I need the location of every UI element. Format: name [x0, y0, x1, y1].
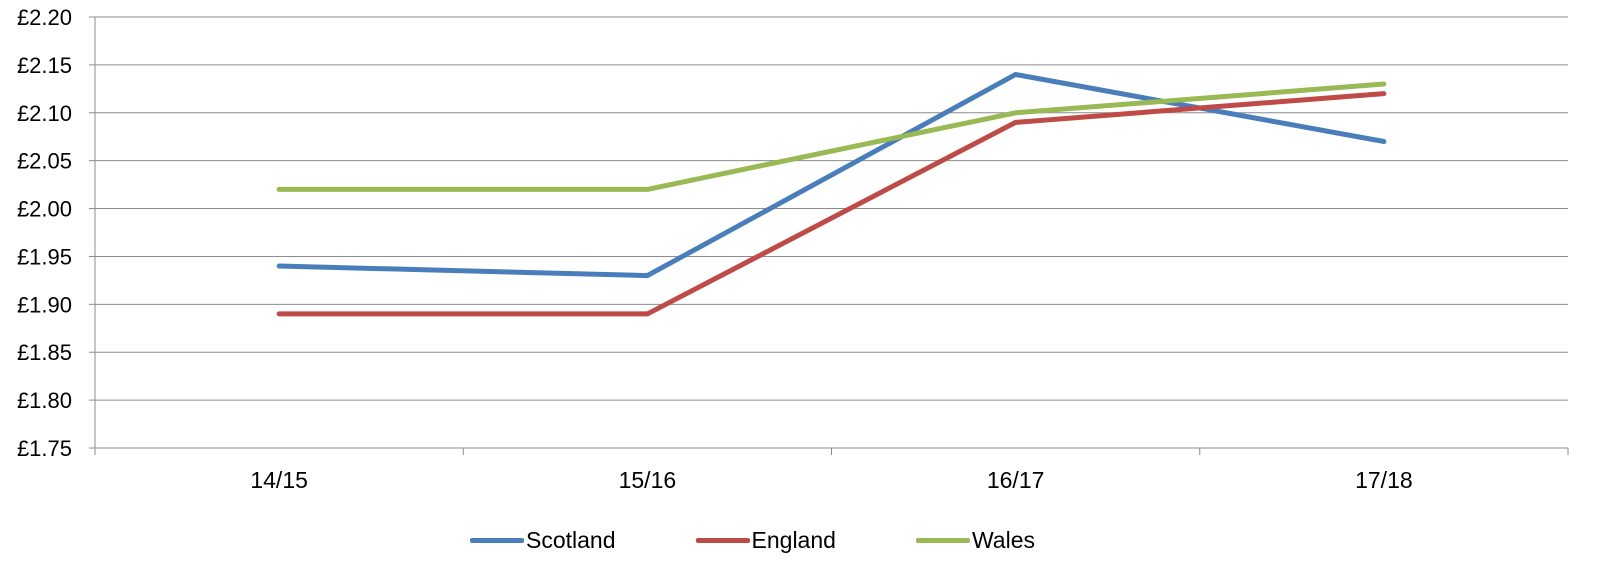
- chart-legend: Scotland England Wales: [470, 527, 1115, 554]
- y-tick-label: £1.95: [17, 244, 72, 269]
- legend-item-england: England: [695, 527, 836, 554]
- series-line-wales: [276, 81, 1387, 192]
- legend-swatch-england: [695, 538, 750, 543]
- x-tick-label: 17/18: [1355, 467, 1413, 493]
- y-tick-label: £2.00: [17, 197, 72, 222]
- x-tick-label: 16/17: [987, 467, 1045, 493]
- legend-label-wales: Wales: [971, 527, 1035, 553]
- line-chart: £1.75 £1.80 £1.85 £1.90 £1.95 £2.00 £2.05 £2.10…: [17, 5, 1569, 493]
- series-line-england: [276, 91, 1387, 317]
- y-tick-label: £1.75: [17, 436, 72, 461]
- y-tick-label: £1.90: [17, 292, 72, 317]
- y-tick-label: £2.05: [17, 149, 72, 174]
- y-tick-label: £2.20: [17, 5, 72, 30]
- y-tick-label: £1.80: [17, 388, 72, 413]
- legend-label-scotland: Scotland: [526, 527, 616, 553]
- x-tick-label: 15/16: [619, 467, 677, 493]
- y-tick-label: £2.15: [17, 53, 72, 78]
- legend-item-wales: Wales: [915, 527, 1035, 554]
- y-tick-label: £2.10: [17, 101, 72, 126]
- legend-item-scotland: Scotland: [470, 527, 616, 554]
- legend-label-england: England: [751, 527, 836, 553]
- y-tick-label: £1.85: [17, 340, 72, 365]
- x-tick-label: 14/15: [250, 467, 308, 493]
- legend-swatch-wales: [915, 538, 970, 543]
- legend-swatch-scotland: [470, 538, 524, 543]
